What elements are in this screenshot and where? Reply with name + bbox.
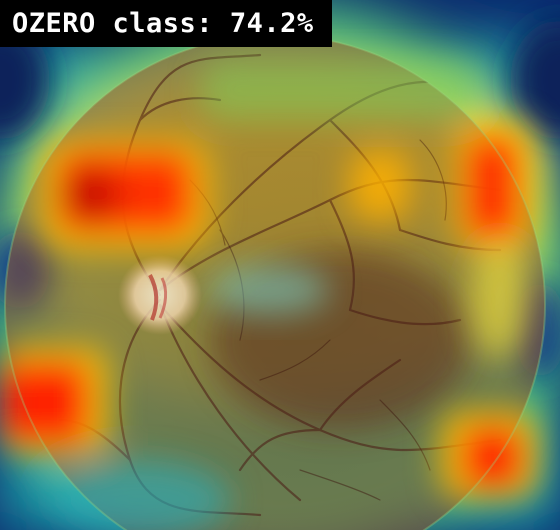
heatmap-cyan-highlight: [210, 265, 330, 315]
prediction-confidence: 74.2%: [229, 8, 314, 39]
heatmap-hotspots: [0, 60, 540, 530]
optic-disc: [118, 255, 202, 335]
prediction-label-bar: OZERO class: 74.2%: [0, 0, 332, 47]
prediction-class-prefix: OZERO class:: [12, 8, 214, 39]
prediction-label: OZERO class: 74.2%: [12, 8, 314, 40]
